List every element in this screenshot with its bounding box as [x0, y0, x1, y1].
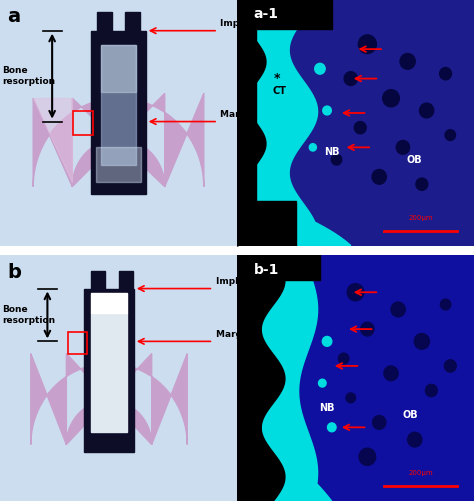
Circle shape: [414, 334, 429, 349]
Polygon shape: [237, 256, 320, 280]
Bar: [73, 111, 93, 135]
Polygon shape: [237, 256, 474, 501]
Text: OB: OB: [407, 155, 422, 165]
Circle shape: [419, 103, 434, 118]
Polygon shape: [84, 289, 134, 452]
Circle shape: [323, 106, 331, 115]
Circle shape: [400, 54, 415, 69]
Circle shape: [331, 154, 342, 165]
Circle shape: [346, 393, 356, 403]
Polygon shape: [33, 93, 204, 187]
Polygon shape: [237, 0, 256, 245]
Polygon shape: [125, 13, 140, 31]
Text: Implant shoulder: Implant shoulder: [220, 19, 308, 28]
Text: Bone
resorption: Bone resorption: [2, 67, 55, 86]
Circle shape: [309, 144, 317, 151]
Polygon shape: [237, 0, 332, 30]
Circle shape: [444, 360, 456, 372]
Circle shape: [344, 72, 357, 86]
Bar: [67, 332, 86, 354]
Polygon shape: [97, 13, 112, 31]
Circle shape: [445, 130, 456, 140]
Circle shape: [408, 432, 422, 447]
Text: CT: CT: [273, 86, 287, 96]
Polygon shape: [237, 0, 351, 245]
Text: b: b: [7, 263, 21, 282]
Circle shape: [322, 337, 332, 346]
Text: a-1: a-1: [254, 8, 279, 22]
Text: 200μm: 200μm: [409, 470, 433, 476]
Text: NB: NB: [324, 147, 339, 157]
Text: Implant shoulder: Implant shoulder: [216, 277, 303, 286]
Polygon shape: [118, 272, 133, 289]
Text: Marginal bone: Marginal bone: [216, 330, 289, 339]
Circle shape: [354, 122, 366, 134]
Circle shape: [328, 423, 336, 432]
Text: Bone
resorption: Bone resorption: [2, 305, 55, 325]
Circle shape: [396, 140, 410, 154]
Text: b-1: b-1: [254, 263, 279, 277]
Polygon shape: [261, 256, 332, 501]
Circle shape: [440, 299, 451, 310]
Text: *: *: [274, 72, 281, 85]
Polygon shape: [91, 272, 105, 289]
Circle shape: [361, 322, 374, 336]
Circle shape: [439, 68, 451, 80]
Circle shape: [347, 284, 364, 301]
Circle shape: [391, 302, 405, 317]
Circle shape: [319, 379, 326, 387]
Text: 200μm: 200μm: [409, 215, 433, 221]
Polygon shape: [237, 201, 296, 245]
Polygon shape: [237, 0, 474, 245]
Polygon shape: [100, 46, 136, 164]
Polygon shape: [100, 46, 136, 92]
Circle shape: [359, 448, 375, 465]
Circle shape: [338, 353, 349, 364]
Polygon shape: [31, 354, 187, 444]
Polygon shape: [91, 31, 146, 194]
Polygon shape: [33, 98, 72, 182]
Circle shape: [384, 366, 398, 381]
Text: Marginal bone: Marginal bone: [220, 110, 293, 119]
Circle shape: [315, 63, 325, 74]
Circle shape: [425, 384, 437, 397]
Text: NB: NB: [319, 403, 335, 413]
Text: a: a: [7, 8, 20, 27]
Circle shape: [372, 169, 386, 184]
Polygon shape: [91, 294, 127, 313]
Circle shape: [416, 178, 428, 190]
Polygon shape: [91, 313, 127, 432]
Circle shape: [383, 90, 399, 107]
Circle shape: [373, 415, 386, 429]
Text: OB: OB: [402, 410, 418, 420]
Circle shape: [358, 35, 376, 54]
Polygon shape: [96, 147, 141, 182]
